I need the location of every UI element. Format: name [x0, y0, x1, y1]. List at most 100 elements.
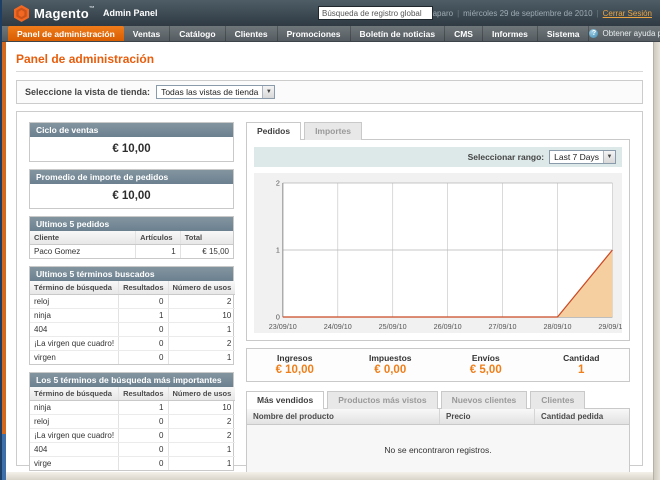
top-search-terms-title: Los 5 términos de búsqueda más important… [30, 373, 233, 387]
average-orders-value: € 10,00 [112, 190, 151, 202]
total-cell: Envíos € 5,00 [438, 353, 534, 376]
nav-item[interactable]: Catálogo [170, 26, 226, 41]
cell-results: 0 [118, 350, 168, 364]
table-row[interactable]: ¡La virgen que cuadro! 0 2 [30, 428, 236, 443]
cell-uses: 2 [167, 414, 236, 429]
cell-term: 404 [30, 442, 119, 457]
svg-text:2: 2 [276, 178, 280, 187]
column-header: Resultados [118, 387, 168, 401]
separator: | [457, 8, 460, 18]
total-cell: Cantidad 1 [534, 353, 630, 376]
table-row[interactable]: ninja 1 10 [30, 400, 236, 415]
nav-items: Panel de administración Ventas Catálogo … [8, 26, 590, 41]
nav-item[interactable]: Boletín de noticias [351, 26, 446, 41]
cell-results: 0 [118, 428, 168, 443]
window-edge-left [0, 0, 2, 480]
nav-item[interactable]: CMS [445, 26, 483, 41]
cell-results: 0 [118, 322, 168, 337]
logout-link[interactable]: Cerrar Sesión [602, 8, 652, 18]
logo-text: Magento™ [34, 5, 96, 21]
nav-item[interactable]: Ventas [124, 26, 171, 41]
column-header-qty: Cantidad pedida [534, 409, 629, 424]
total-label: Cantidad [563, 353, 600, 363]
svg-text:25/09/10: 25/09/10 [379, 322, 407, 331]
grid-header: Nombre del producto Precio Cantidad pedi… [247, 409, 629, 425]
global-search-input[interactable] [318, 6, 433, 20]
column-header: Resultados [118, 281, 168, 295]
svg-text:26/09/10: 26/09/10 [434, 322, 462, 331]
logo-trademark: ™ [88, 5, 96, 12]
top-search-terms-table: Término de búsqueda Resultados Número de u… [30, 387, 236, 470]
magento-logo-icon [14, 4, 29, 22]
table-row[interactable]: Paco Gomez 1 € 15,00 [30, 244, 233, 258]
svg-text:23/09/10: 23/09/10 [269, 322, 297, 331]
range-selected: Last 7 Days [554, 152, 599, 162]
cell-uses: 2 [167, 294, 236, 309]
chart-tab-content: Seleccionar rango: Last 7 Days ▼ 23/09/1… [246, 139, 630, 341]
column-header: Término de búsqueda [30, 387, 119, 401]
tab[interactable]: Pedidos [246, 122, 302, 140]
main-nav: Panel de administración Ventas Catálogo … [0, 26, 660, 42]
magento-logo[interactable]: Magento™ Admin Panel [14, 4, 158, 22]
cell-results: 0 [118, 294, 168, 309]
store-view-select[interactable]: Todas las vistas de tienda ▼ [156, 85, 276, 99]
vertical-scrollbar[interactable] [653, 42, 660, 480]
cell-total: € 15,00 [179, 244, 233, 258]
chevron-down-icon: ▼ [262, 86, 275, 98]
cell-term: 404 [30, 322, 119, 337]
table-row[interactable]: reloj 0 2 [30, 414, 236, 429]
nav-item[interactable]: Promociones [278, 26, 351, 41]
table-row[interactable]: reloj 0 2 [30, 294, 236, 309]
store-switcher-label: Seleccione la vista de tienda: [25, 87, 151, 97]
store-switcher: Seleccione la vista de tienda: Todas las… [16, 80, 643, 104]
top-search-terms-box: Los 5 términos de búsqueda más important… [29, 372, 236, 471]
average-orders-title: Promedio de importe de pedidos [30, 170, 233, 184]
cell-uses: 1 [167, 322, 236, 337]
nav-item[interactable]: Informes [483, 26, 538, 41]
left-column: Ciclo de ventas € 10,00 Promedio de impo… [29, 122, 236, 471]
nav-item[interactable]: Sistema [538, 26, 590, 41]
table-row[interactable]: 404 0 1 [30, 442, 236, 457]
svg-text:29/09/10: 29/09/10 [598, 322, 622, 331]
table-row[interactable]: 404 0 1 [30, 322, 236, 337]
last-search-terms-table: Término de búsqueda Resultados Número de u… [30, 281, 236, 364]
chart-tabs: Pedidos Importes [246, 122, 630, 140]
tab[interactable]: Clientes [530, 391, 586, 409]
lifetime-sales-box: Ciclo de ventas € 10,00 [29, 122, 234, 162]
page-help-link[interactable]: ? Obtener ayuda para esta página [589, 26, 660, 41]
store-view-selected: Todas las vistas de tienda [161, 87, 259, 97]
window-edge-accent [2, 42, 6, 434]
nav-item[interactable]: Panel de administración [8, 26, 124, 41]
range-label: Seleccionar rango: [467, 152, 545, 162]
help-icon: ? [589, 29, 599, 38]
svg-text:27/09/10: 27/09/10 [489, 322, 517, 331]
table-row[interactable]: ¡La virgen que cuadro! 0 2 [30, 336, 236, 351]
total-cell: Ingresos € 10,00 [247, 353, 343, 376]
tab[interactable]: Más vendidos [246, 391, 325, 409]
table-row[interactable]: virge 0 1 [30, 456, 236, 470]
cell-uses: 2 [167, 428, 236, 443]
page-help-label: Obtener ayuda para esta página [602, 29, 660, 38]
last-search-terms-title: Ultimos 5 términos buscados [30, 267, 233, 281]
last-orders-box: Ultimos 5 pedidos Cliente Artículos Total … [29, 216, 234, 259]
column-header: Número de usos [167, 387, 236, 401]
chevron-down-icon: ▼ [603, 151, 615, 163]
total-label: Impuestos [368, 353, 412, 363]
nav-item[interactable]: Clientes [226, 26, 278, 41]
cell-term: virge [34, 459, 52, 468]
cell-term: ninja [30, 400, 119, 415]
range-select[interactable]: Last 7 Days ▼ [549, 150, 616, 164]
last-search-terms-box: Ultimos 5 términos buscados Término de b… [29, 266, 236, 365]
cell-term: reloj [30, 294, 119, 309]
cell-results: 1 [118, 400, 168, 415]
tab[interactable]: Nuevos clientes [440, 391, 528, 409]
tab[interactable]: Productos más vistos [327, 391, 438, 409]
table-row[interactable]: ninja 1 10 [30, 308, 236, 323]
tab[interactable]: Importes [304, 122, 362, 140]
table-row[interactable]: virgen 0 1 [30, 350, 236, 364]
cell-uses: 1 [167, 350, 236, 364]
grid-tabs: Más vendidos Productos más vistos Nuevos… [246, 391, 630, 409]
lifetime-sales-value: € 10,00 [112, 143, 151, 155]
current-date: miércoles 29 de septiembre de 2010 [463, 8, 593, 18]
totals-row: Ingresos € 10,00 Impuestos € 0,00 Envíos… [246, 348, 630, 382]
